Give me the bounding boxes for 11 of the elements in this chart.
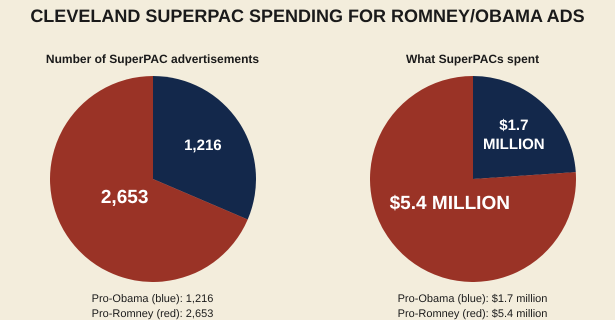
chart-title: What SuperPACs spent (404, 52, 540, 66)
data-label: $1.7 MILLION (482, 117, 544, 154)
text: Pro-Romney (red): 2,653 (90, 307, 214, 320)
data-label: 2,653 (100, 186, 148, 208)
chart-subtitle: Number of SuperPAC advertisements (44, 52, 260, 66)
text: Pro-Obama (blue): $1.7 million (396, 292, 548, 307)
text: CLEVELAND SUPERPAC SPENDING FOR ROMNEY/OBAMA ADS (29, 6, 586, 27)
data-label: 1,216 (184, 137, 222, 154)
data-label: $5.4 MILLION (389, 193, 510, 214)
text: Pro-Romney (red): $5.4 million (396, 307, 548, 320)
text: Pro-Obama (blue): 1,216 (90, 292, 214, 307)
